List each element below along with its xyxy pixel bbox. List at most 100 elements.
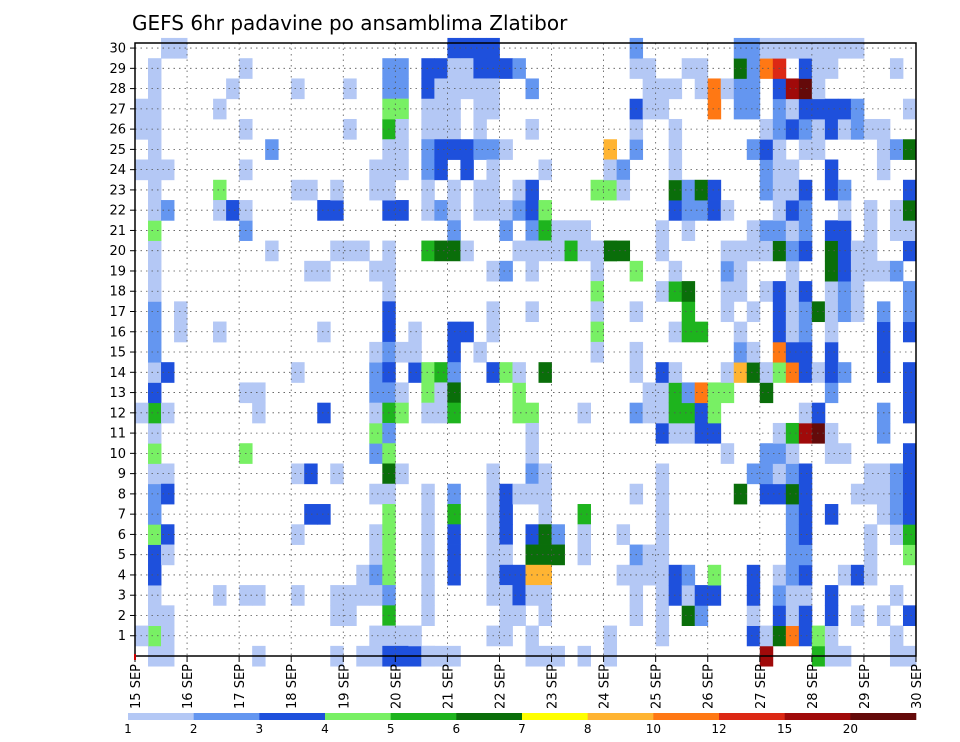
- heatmap-cell: [694, 605, 709, 626]
- heatmap-cell: [369, 362, 383, 383]
- heatmap-cell: [603, 625, 618, 647]
- heatmap-cell: [148, 443, 162, 464]
- heatmap-cell: [421, 179, 435, 201]
- heatmap-cell: [499, 605, 513, 626]
- heatmap-cell: [538, 605, 552, 626]
- heatmap-cell: [330, 585, 344, 606]
- heatmap-cell: [811, 139, 826, 160]
- heatmap-cell: [538, 362, 552, 383]
- heatmap-cell: [863, 463, 878, 485]
- heatmap-cell: [720, 362, 735, 383]
- heatmap-cell: [720, 78, 735, 100]
- y-tick-label: 14: [109, 366, 126, 381]
- heatmap-cell: [499, 139, 513, 160]
- heatmap-cell: [863, 240, 878, 262]
- heatmap-cell: [460, 159, 474, 181]
- heatmap-cell: [148, 605, 162, 626]
- heatmap-cell: [512, 483, 526, 505]
- heatmap-cell: [395, 463, 409, 485]
- y-tick-label: 26: [109, 123, 126, 138]
- heatmap-cell: [421, 504, 435, 525]
- heatmap-cell: [785, 443, 800, 464]
- heatmap-cell: [785, 240, 800, 262]
- heatmap-cell: [213, 200, 227, 221]
- heatmap-cell: [759, 463, 774, 485]
- heatmap-cell: [473, 341, 487, 363]
- heatmap-cell: [512, 605, 526, 626]
- heatmap-cell: [824, 58, 839, 79]
- heatmap-cell: [395, 58, 409, 79]
- x-tick-label: 20 SEP: [389, 664, 404, 709]
- heatmap-cell: [512, 200, 526, 221]
- heatmap-cell: [421, 98, 435, 120]
- heatmap-cell: [824, 118, 839, 140]
- x-tick-label: 25 SEP: [650, 664, 665, 709]
- heatmap-cell: [473, 179, 487, 201]
- heatmap-cell: [655, 524, 670, 545]
- x-tick-label: 29 SEP: [858, 664, 873, 709]
- heatmap-cell: [785, 260, 800, 282]
- heatmap-cell: [889, 625, 904, 647]
- heatmap-cell: [785, 301, 800, 323]
- heatmap-cell: [642, 382, 657, 404]
- heatmap-cell: [889, 220, 904, 241]
- heatmap-cell: [577, 504, 591, 525]
- heatmap-cell: [746, 98, 761, 120]
- heatmap-cell: [759, 281, 774, 302]
- heatmap-cell: [655, 483, 670, 505]
- heatmap-cell: [460, 78, 474, 100]
- heatmap-cell: [213, 321, 227, 343]
- heatmap-cell: [694, 422, 709, 444]
- heatmap-cell: [434, 240, 448, 262]
- heatmap-cell: [291, 463, 305, 485]
- heatmap-cell: [421, 240, 435, 262]
- heatmap-cell: [655, 98, 670, 120]
- heatmap-cell: [720, 260, 735, 282]
- heatmap-cell: [655, 544, 670, 566]
- y-tick-label: 29: [109, 62, 126, 77]
- heatmap-cell: [785, 463, 800, 485]
- heatmap-cell: [161, 362, 175, 383]
- heatmap-cell: [460, 139, 474, 160]
- heatmap-cell: [317, 402, 331, 424]
- heatmap-cell: [785, 341, 800, 363]
- heatmap-cell: [369, 443, 383, 464]
- heatmap-cell: [889, 585, 904, 606]
- heatmap-cell: [148, 78, 162, 100]
- heatmap-cell: [681, 220, 696, 241]
- heatmap-cell: [148, 585, 162, 606]
- heatmap-cell: [785, 564, 800, 586]
- heatmap-cell: [811, 402, 826, 424]
- heatmap-cell: [499, 220, 513, 241]
- heatmap-cell: [499, 564, 513, 586]
- heatmap-cell: [369, 483, 383, 505]
- heatmap-cell: [850, 483, 865, 505]
- heatmap-cell: [694, 402, 709, 424]
- heatmap-cell: [499, 260, 513, 282]
- heatmap-cell: [148, 625, 162, 647]
- heatmap-cell: [863, 483, 878, 505]
- heatmap-cell: [902, 605, 917, 626]
- heatmap-cell: [395, 625, 409, 647]
- heatmap-cell: [148, 402, 162, 424]
- heatmap-cell: [707, 382, 722, 404]
- heatmap-cell: [369, 625, 383, 647]
- heatmap-cell: [746, 78, 761, 100]
- heatmap-cell: [395, 341, 409, 363]
- colorbar-label: 7: [518, 722, 526, 736]
- heatmap-cell: [291, 524, 305, 545]
- heatmap-cell: [850, 564, 865, 586]
- y-tick-label: 8: [118, 487, 126, 502]
- heatmap-cell: [421, 58, 435, 79]
- heatmap-cell: [538, 220, 552, 241]
- colorbar-label: 15: [777, 722, 792, 736]
- colorbar-swatch: [587, 713, 654, 720]
- y-tick-label: 16: [109, 325, 126, 340]
- heatmap-cell: [655, 78, 670, 100]
- heatmap-cell: [512, 585, 526, 606]
- heatmap-cell: [213, 585, 227, 606]
- heatmap-cell: [252, 382, 266, 404]
- heatmap-cell: [148, 564, 162, 586]
- heatmap-cell: [421, 139, 435, 160]
- heatmap-cell: [694, 78, 709, 100]
